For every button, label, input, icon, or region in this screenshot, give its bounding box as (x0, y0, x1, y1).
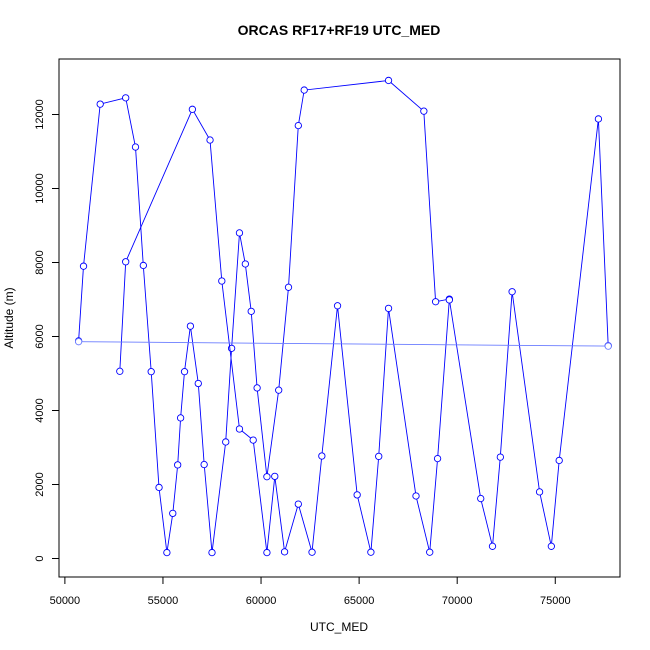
data-point (367, 548, 375, 556)
x-tick-label: 75000 (540, 595, 571, 607)
data-point (547, 542, 555, 550)
data-point (74, 338, 83, 346)
data-point (263, 548, 271, 557)
data-point (208, 548, 216, 557)
data-point (96, 100, 104, 108)
data-point (412, 492, 420, 500)
data-point (200, 460, 208, 469)
data-point (284, 283, 293, 291)
data-point (433, 454, 442, 463)
data-point (604, 342, 612, 350)
data-point (169, 509, 177, 518)
data-point (241, 260, 249, 268)
data-point (271, 472, 279, 481)
data-point (122, 258, 130, 266)
data-point (318, 452, 326, 460)
x-tick-label: 60000 (246, 595, 277, 607)
data-point (445, 296, 453, 304)
y-tick-label: 4000 (34, 398, 46, 422)
data-point (194, 379, 202, 388)
data-point (594, 115, 603, 123)
data-point (222, 438, 230, 446)
data-point (384, 304, 393, 313)
data-point (294, 121, 302, 130)
data-point (174, 461, 182, 469)
series-line-3 (78, 341, 609, 347)
data-point (139, 261, 147, 270)
y-tick-label: 10000 (34, 173, 46, 204)
data-point (375, 452, 383, 461)
x-tick-label: 50000 (50, 595, 81, 607)
chart-title: ORCAS RF17+RF19 UTC_MED (238, 22, 441, 38)
data-point (235, 229, 244, 237)
data-point (176, 414, 185, 422)
data-point (300, 86, 308, 94)
y-tick-label: 8000 (34, 250, 46, 274)
data-point (249, 436, 257, 444)
axes: 50000 55000 60000 65000 70000 75000 0 2000 4000 6… (34, 99, 571, 607)
data-point (155, 483, 163, 492)
data-point (477, 494, 485, 503)
data-point (206, 136, 214, 144)
data-point (496, 453, 504, 461)
series-layer (74, 76, 612, 557)
data-point (147, 367, 155, 376)
data-point (420, 107, 428, 115)
data-point (122, 94, 130, 102)
data-point (116, 367, 124, 375)
data-point (488, 542, 497, 550)
y-axis-label: Altitude (m) (2, 287, 16, 348)
x-tick-label: 65000 (344, 595, 375, 607)
data-point (308, 548, 316, 556)
x-tick-label: 70000 (442, 595, 473, 607)
data-point (253, 384, 261, 392)
data-point (384, 76, 393, 85)
data-point (353, 491, 361, 499)
data-point (294, 500, 302, 508)
data-point (79, 262, 88, 270)
data-point (280, 548, 289, 556)
series-line-2 (119, 108, 450, 553)
data-point (333, 302, 342, 310)
data-point (235, 425, 244, 433)
x-axis-label: UTC_MED (310, 620, 368, 634)
data-point (247, 307, 255, 315)
data-point (186, 322, 195, 330)
data-point (263, 473, 271, 481)
data-point (218, 277, 226, 285)
data-point (426, 548, 434, 556)
data-point (188, 105, 197, 113)
data-point (555, 456, 563, 465)
x-tick-label: 55000 (148, 595, 179, 607)
data-point (431, 298, 440, 306)
y-tick-label: 0 (34, 555, 46, 561)
data-point (535, 488, 544, 496)
series-line-1 (78, 80, 609, 553)
y-tick-label: 6000 (34, 324, 46, 348)
data-point (275, 386, 283, 394)
y-tick-label: 12000 (34, 99, 46, 130)
data-point (508, 288, 516, 296)
y-tick-label: 2000 (34, 472, 46, 496)
plot-frame (58, 58, 621, 578)
data-point (131, 143, 140, 151)
data-point (180, 367, 189, 376)
data-point (163, 548, 171, 557)
